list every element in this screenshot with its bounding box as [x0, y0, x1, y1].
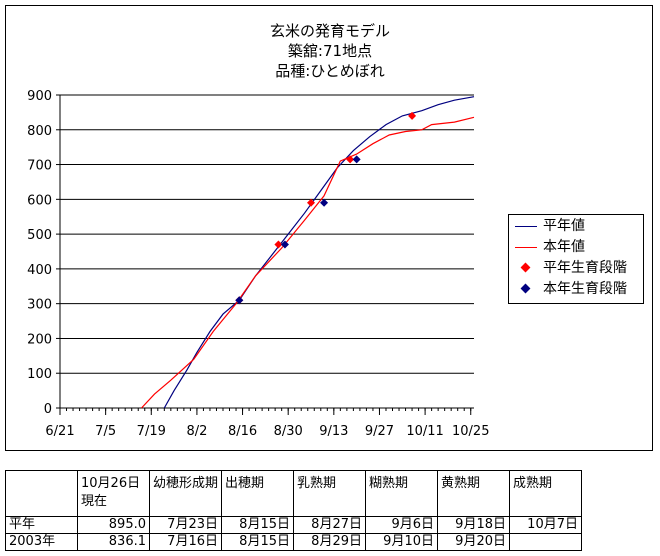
- legend-item-heinen: 平年値: [513, 217, 585, 235]
- table-cell: 836.1: [77, 533, 150, 551]
- series-line: [141, 116, 475, 409]
- growth-stage-table: 10月26日現在 幼穂形成期 出穂期 乳熟期 糊熟期 黄熟期 成熟期 平年 89…: [5, 470, 582, 551]
- y-tick-label: 800: [27, 124, 52, 139]
- table-cell: 9月18日: [437, 516, 510, 534]
- chart-plot: 0 100 200 300 400 500 600 700 800 900 6/21 7/5 7/19 8…: [27, 89, 489, 439]
- x-tick-label: 8/2: [186, 424, 207, 439]
- y-tick-label: 100: [27, 367, 52, 382]
- stage-marker: [408, 111, 417, 120]
- stage-marker: [352, 155, 361, 164]
- table-header-row: 10月26日現在 幼穂形成期 出穂期 乳熟期 糊熟期 黄熟期 成熟期: [5, 470, 582, 517]
- legend-item-honnen-stage: 本年生育段階: [513, 280, 627, 298]
- stage-marker: [307, 198, 316, 207]
- stage-marker: [320, 198, 329, 207]
- table-cell: 2003年: [5, 533, 78, 551]
- table-cell: 10月7日: [509, 516, 582, 534]
- table-row: 2003年 836.1 7月16日 8月15日 8月29日 9月10日 9月20…: [5, 533, 582, 551]
- stage-marker: [280, 240, 289, 249]
- table-cell: 7月16日: [149, 533, 222, 551]
- series-line: [163, 96, 475, 409]
- y-tick-label: 900: [27, 89, 52, 104]
- x-tick-label: 6/21: [45, 424, 74, 439]
- table-cell: [509, 533, 582, 551]
- x-tick-label: 7/19: [137, 424, 166, 439]
- stage-marker: [274, 240, 283, 249]
- table-header-cell: 出穂期: [221, 470, 294, 517]
- table-header-cell: 10月26日現在: [77, 470, 150, 517]
- plot-area: [60, 95, 474, 408]
- table-cell: 8月15日: [221, 533, 294, 551]
- y-tick-label: 600: [27, 193, 52, 208]
- y-tick-label: 500: [27, 228, 52, 243]
- table-cell: 9月6日: [365, 516, 438, 534]
- y-tick-label: 700: [27, 159, 52, 174]
- x-tick-label: 9/13: [319, 424, 348, 439]
- table-header-cell: 黄熟期: [437, 470, 510, 517]
- legend-item-heinen-stage: 平年生育段階: [513, 259, 627, 277]
- legend-item-honnen: 本年値: [513, 238, 585, 256]
- x-tick-label: 8/16: [228, 424, 257, 439]
- table-header-cell: 糊熟期: [365, 470, 438, 517]
- x-tick-label: 7/5: [95, 424, 116, 439]
- table-cell: 895.0: [77, 516, 150, 534]
- table-cell: 9月20日: [437, 533, 510, 551]
- table-header-cell: 幼穂形成期: [149, 470, 222, 517]
- x-tick-label: 9/27: [365, 424, 394, 439]
- x-tick-label: 10/25: [452, 424, 489, 439]
- table-cell: 8月29日: [293, 533, 366, 551]
- table-cell: 8月27日: [293, 516, 366, 534]
- y-tick-label: 400: [27, 263, 52, 278]
- table-cell: 平年: [5, 516, 78, 534]
- x-tick-label: 8/30: [274, 424, 303, 439]
- legend-label-heinen: 平年値: [543, 218, 585, 234]
- chart-title-line-1: 玄米の発育モデル: [269, 22, 390, 40]
- table-header-cell: 乳熟期: [293, 470, 366, 517]
- legend-label-honnen: 本年値: [543, 239, 585, 255]
- table-cell: 7月23日: [149, 516, 222, 534]
- table-header-cell: 成熟期: [509, 470, 582, 517]
- legend-label-heinen-stage: 平年生育段階: [543, 260, 627, 276]
- chart-title-line-2: 築舘:71地点: [287, 42, 373, 60]
- table-row: 平年 895.0 7月23日 8月15日 8月27日 9月6日 9月18日 10…: [5, 516, 582, 534]
- table-cell: 9月10日: [365, 533, 438, 551]
- stage-marker: [235, 296, 244, 305]
- table-cell: 8月15日: [221, 516, 294, 534]
- legend-label-honnen-stage: 本年生育段階: [543, 281, 627, 297]
- y-tick-label: 300: [27, 298, 52, 313]
- stage-marker: [346, 155, 355, 164]
- chart-title-line-3: 品種:ひとめぼれ: [275, 62, 385, 80]
- y-tick-label: 0: [44, 402, 52, 417]
- y-tick-label: 200: [27, 332, 52, 347]
- table-header-cell: [5, 470, 78, 517]
- chart-legend: 平年値 本年値 平年生育段階 本年生育段階: [508, 214, 644, 304]
- x-tick-label: 10/11: [406, 424, 443, 439]
